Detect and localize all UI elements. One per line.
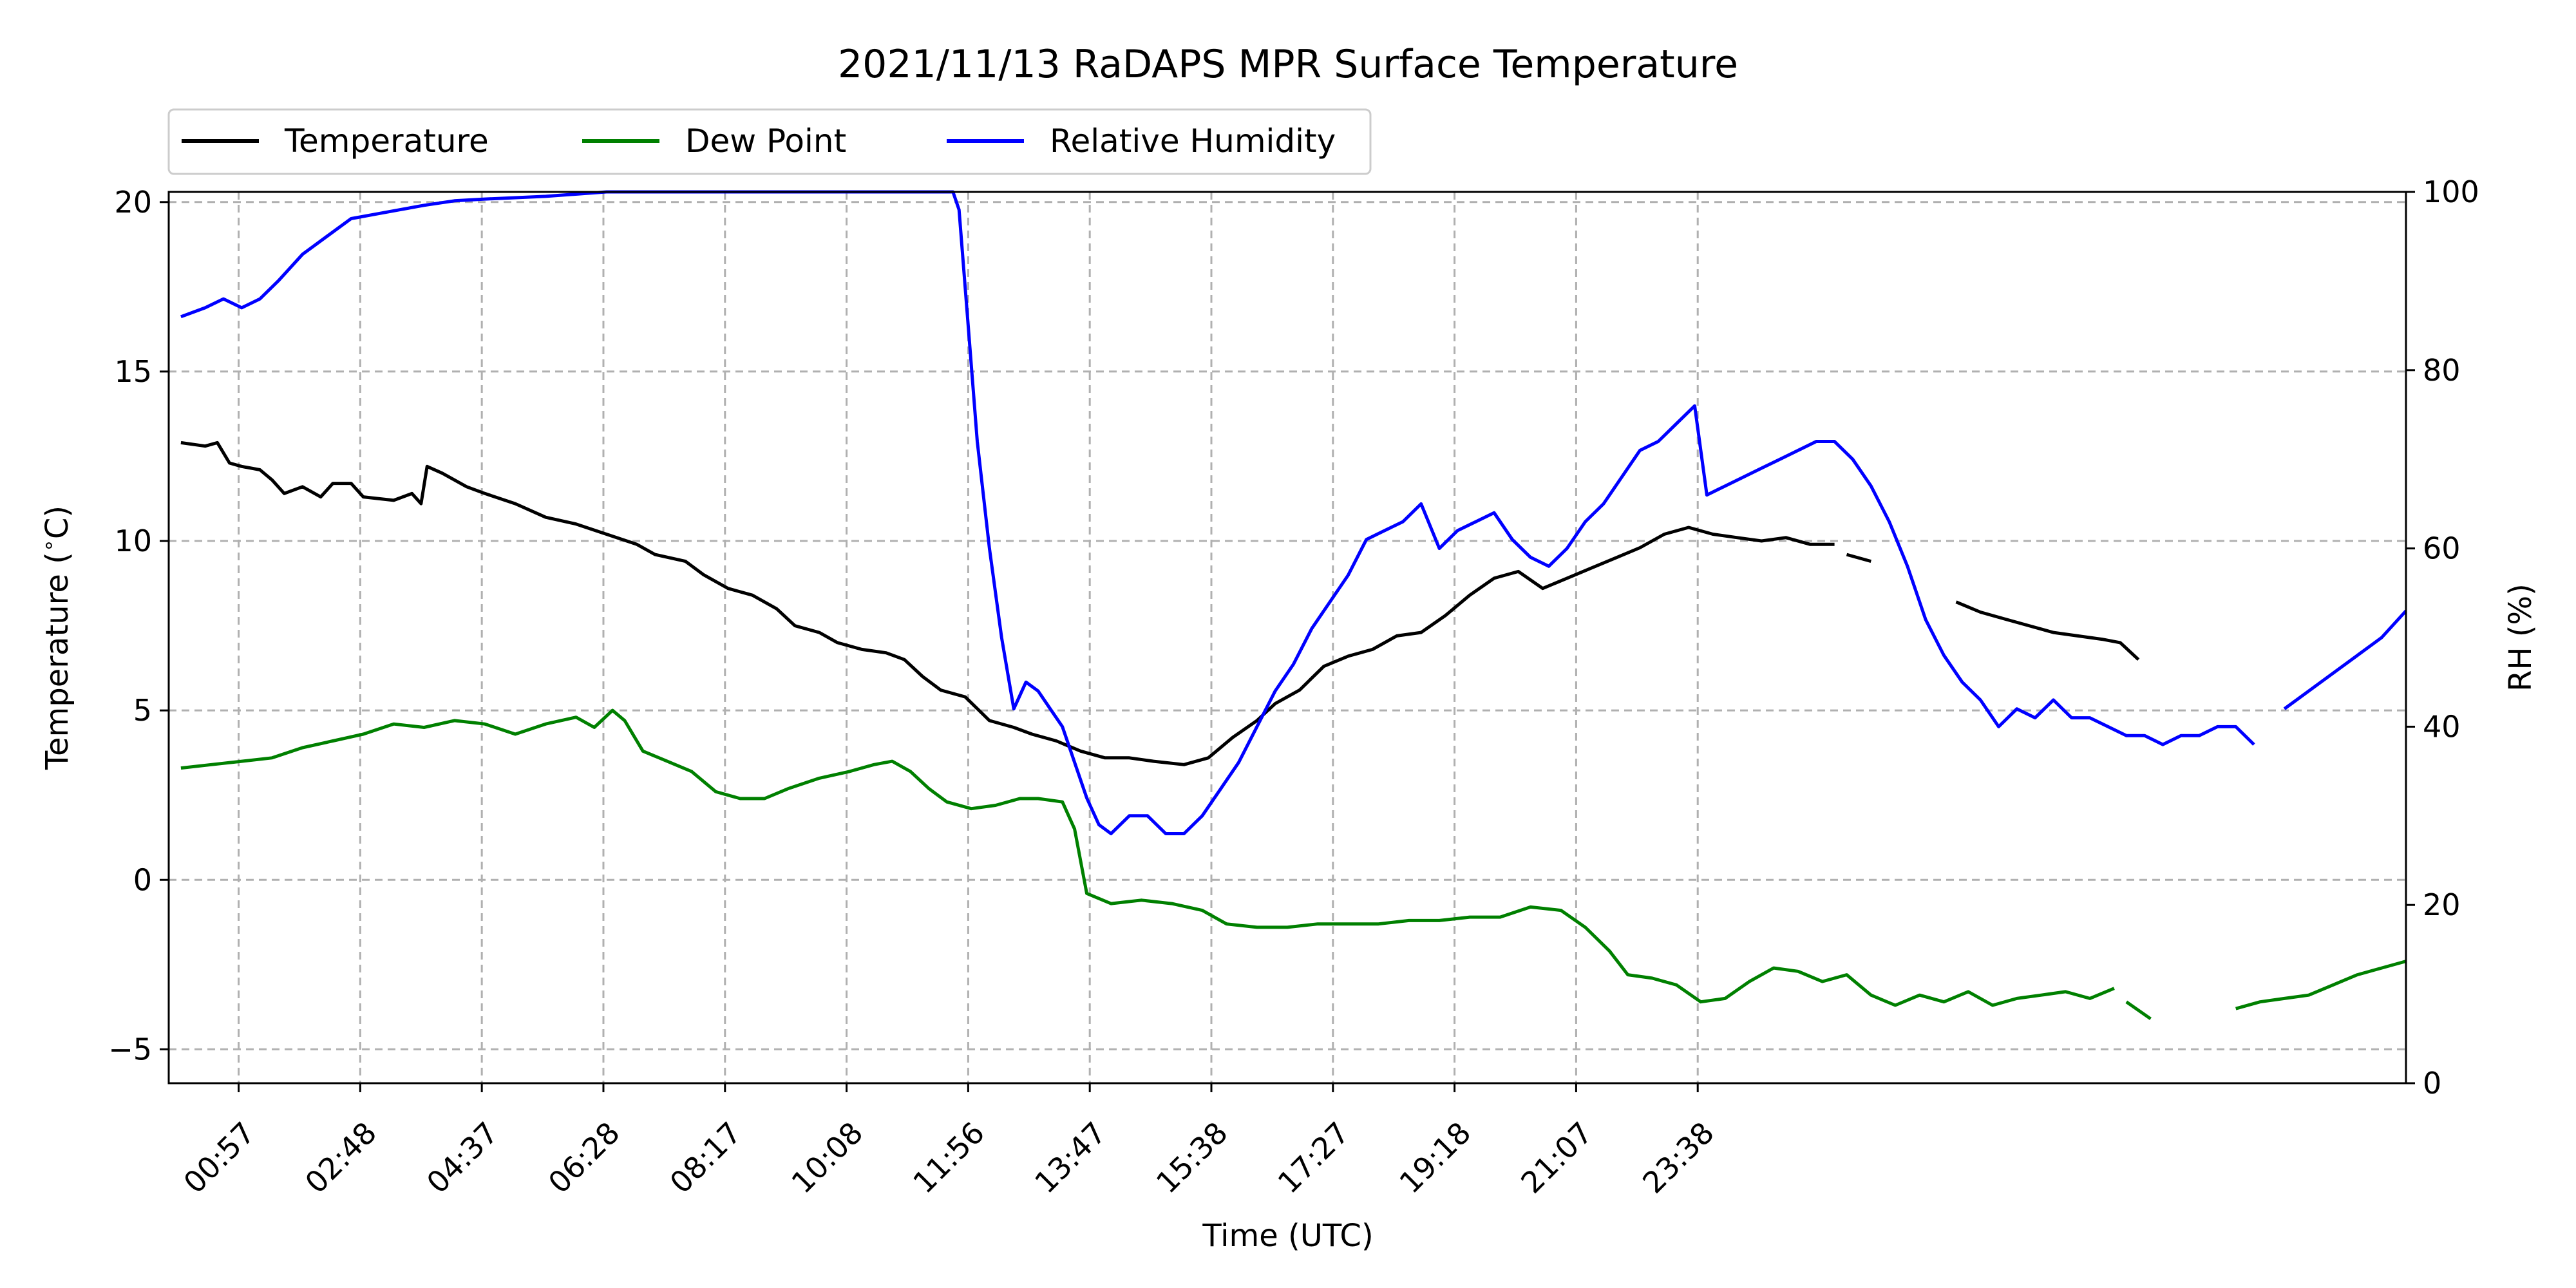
legend-item: Relative Humidity <box>947 122 1336 160</box>
y-right-tick-label: 80 <box>2423 353 2461 388</box>
x-tick-label: 23:38 <box>1636 1115 1721 1200</box>
y-right-tick-label: 40 <box>2423 709 2461 744</box>
series-line-segment <box>180 190 2255 835</box>
y-right-tick-label: 60 <box>2423 531 2461 566</box>
plot-frame <box>167 191 2407 1084</box>
y-left-tick-label: 10 <box>114 524 152 558</box>
y-axis-left: −5 0 5 10 15 20 <box>108 185 169 1066</box>
series-line-segment <box>2283 609 2407 710</box>
y-right-tick-label: 100 <box>2423 175 2479 209</box>
legend-item: Dew Point <box>582 122 846 160</box>
y-right-tick-label: 0 <box>2423 1066 2441 1101</box>
x-tick-label: 13:47 <box>1028 1115 1113 1200</box>
series-line-segment <box>1955 600 2140 661</box>
series-line-segment <box>1846 553 1871 564</box>
x-tick-label: 19:18 <box>1392 1115 1477 1200</box>
series-temperature <box>180 440 2140 766</box>
y-axis-left-label: Temperature (∘C) <box>36 506 75 770</box>
x-tick-label: 06:28 <box>542 1115 627 1200</box>
legend-label: Temperature <box>284 122 489 160</box>
legend-label: Dew Point <box>685 122 846 160</box>
legend-label: Relative Humidity <box>1050 122 1336 160</box>
x-tick-label: 00:57 <box>176 1115 261 1200</box>
x-tick-label: 15:38 <box>1150 1115 1235 1200</box>
series-line-segment <box>180 708 2115 1007</box>
x-tick-label: 11:56 <box>906 1115 991 1200</box>
x-axis-label: Time (UTC) <box>1202 1218 1373 1254</box>
series-relative-humidity <box>180 190 2407 835</box>
x-tick-label: 04:37 <box>420 1115 505 1200</box>
grid <box>169 192 2406 1083</box>
chart-title: 2021/11/13 RaDAPS MPR Surface Temperatur… <box>838 42 1738 87</box>
series-line-segment <box>2125 1000 2152 1021</box>
legend: Temperature Dew Point Relative Humidity <box>167 108 1372 175</box>
x-axis: 00:57 02:48 04:37 06:28 08:17 10:08 11:56 13:47… <box>176 1083 1721 1200</box>
series-line-segment <box>180 440 1835 766</box>
y-left-tick-label: 5 <box>133 693 152 728</box>
legend-box <box>167 108 1372 175</box>
y-axis-right-label: RH (%) <box>2503 583 2539 692</box>
x-tick-label: 08:17 <box>663 1115 748 1200</box>
series-layer <box>180 190 2407 1021</box>
y-left-tick-label: 15 <box>114 354 152 389</box>
series-line-segment <box>2235 960 2407 1010</box>
y-left-tick-label: −5 <box>108 1032 152 1066</box>
series-dew-point <box>180 708 2407 1021</box>
x-tick-label: 21:07 <box>1514 1115 1599 1200</box>
x-tick-label: 02:48 <box>298 1115 383 1200</box>
x-tick-label: 17:27 <box>1271 1115 1356 1200</box>
y-left-tick-label: 20 <box>114 185 152 220</box>
legend-item: Temperature <box>182 122 489 160</box>
y-axis-right: 0 20 40 60 80 100 <box>2406 175 2479 1101</box>
y-left-tick-label: 0 <box>133 862 152 897</box>
x-tick-label: 10:08 <box>784 1115 869 1200</box>
y-right-tick-label: 20 <box>2423 887 2461 922</box>
